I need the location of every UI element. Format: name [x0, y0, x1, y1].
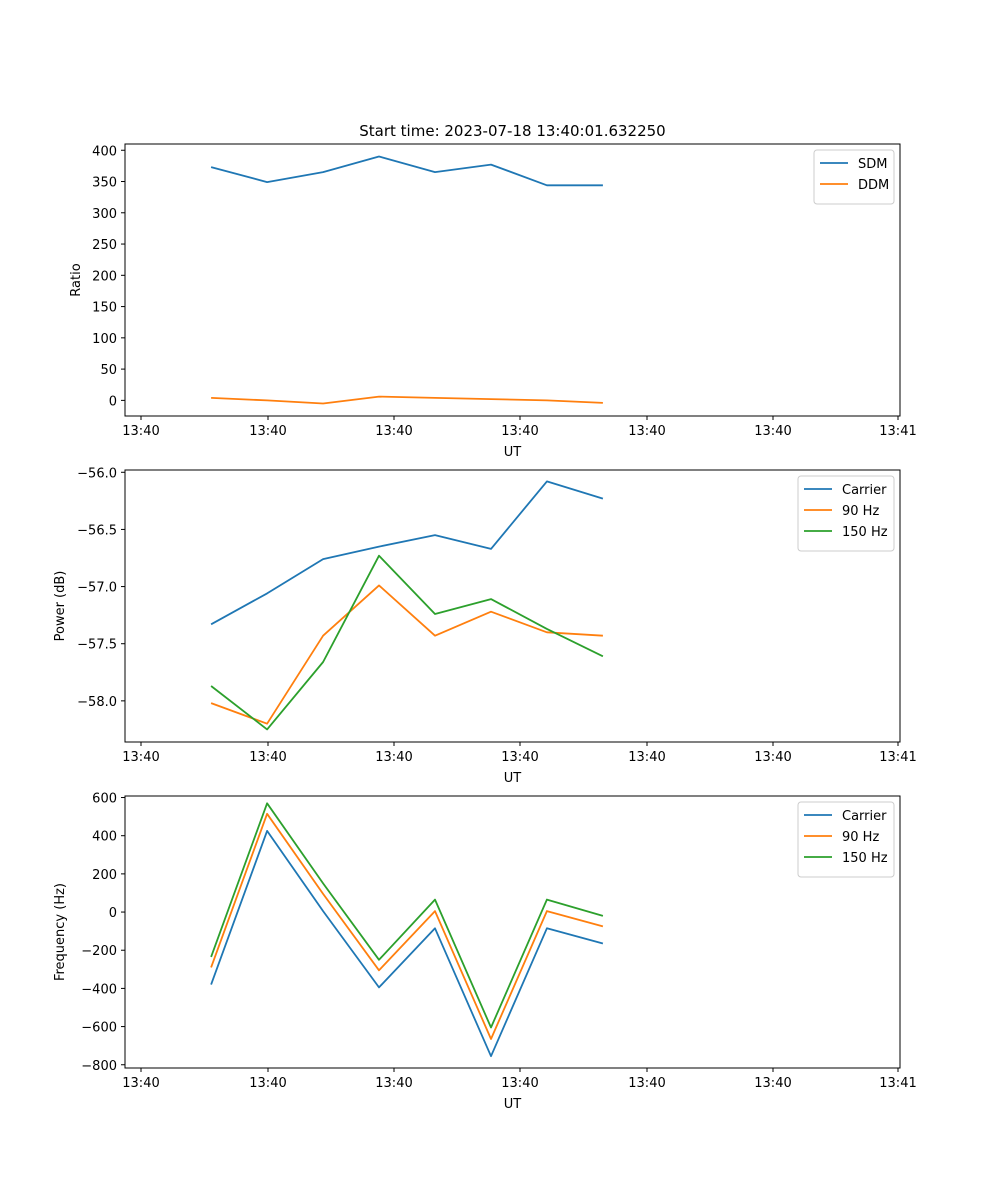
y-tick-label: 400: [92, 144, 117, 159]
x-tick-label: 13:40: [122, 424, 159, 439]
y-tick-label: 0: [109, 394, 117, 409]
panel-ratio: 13:40 13:40 13:40 13:40 13:40 13:40 13:41 UT 0 50…: [69, 143, 917, 460]
x-tick-label: 13:40: [754, 1076, 791, 1091]
y-tick-label: −800: [81, 1059, 117, 1074]
x-tick-label: 13:40: [122, 1076, 159, 1091]
series-line-carrier: [210, 480, 604, 626]
legend-label: 150 Hz: [842, 525, 888, 540]
x-tick-label: 13:40: [628, 1076, 665, 1091]
y-tick-label: −56.0: [77, 466, 117, 481]
y-tick-label: 600: [92, 792, 117, 807]
legend-box: [797, 475, 895, 552]
y-tick-label: 250: [92, 238, 117, 253]
panel-frequency: 13:40 13:40 13:40 13:40 13:40 13:40 13:41 UT −80…: [53, 792, 917, 1112]
x-tick-label: 13:40: [628, 424, 665, 439]
x-tick-label: 13:40: [501, 750, 538, 765]
series-line-150-hz: [210, 554, 604, 731]
series-line-carrier: [210, 830, 604, 1058]
y-axis-label: Ratio: [69, 263, 84, 296]
axes-frame: [124, 469, 901, 743]
legend: Carrier 90 Hz 150 Hz: [797, 475, 895, 552]
x-tick-label: 13:40: [501, 424, 538, 439]
y-axis-label: Power (dB): [53, 571, 68, 642]
y-tick-label: 100: [92, 332, 117, 347]
y-tick-label: 0: [109, 906, 117, 921]
legend-label: Carrier: [842, 809, 887, 824]
y-tick-label: −57.5: [77, 638, 117, 653]
legend: Carrier 90 Hz 150 Hz: [797, 801, 895, 878]
y-tick-label: −200: [81, 944, 117, 959]
legend-label: Carrier: [842, 483, 887, 498]
x-axis-label: UT: [504, 445, 522, 460]
legend-box: [797, 801, 895, 878]
x-tick-label: 13:40: [501, 1076, 538, 1091]
figure-title: Start time: 2023-07-18 13:40:01.632250: [359, 122, 665, 140]
y-tick-label: 150: [92, 301, 117, 316]
y-tick-label: 350: [92, 176, 117, 191]
y-tick-label: 50: [100, 363, 117, 378]
legend: SDM DDM: [813, 149, 895, 205]
panel-power: 13:40 13:40 13:40 13:40 13:40 13:40 13:41 UT −58…: [53, 466, 917, 786]
x-tick-label: 13:40: [249, 424, 286, 439]
x-tick-label: 13:40: [754, 424, 791, 439]
x-tick-label: 13:41: [879, 750, 916, 765]
x-tick-label: 13:40: [375, 1076, 412, 1091]
x-tick-label: 13:41: [879, 1076, 916, 1091]
series-line-150-hz: [210, 802, 604, 1029]
x-tick-label: 13:40: [628, 750, 665, 765]
axes-frame: [124, 143, 901, 417]
y-axis-label: Frequency (Hz): [53, 883, 68, 981]
legend-label: DDM: [858, 178, 889, 193]
y-tick-label: −57.0: [77, 581, 117, 596]
y-tick-label: 200: [92, 868, 117, 883]
y-tick-label: −400: [81, 982, 117, 997]
x-tick-label: 13:40: [249, 1076, 286, 1091]
x-tick-label: 13:40: [375, 424, 412, 439]
x-tick-label: 13:40: [754, 750, 791, 765]
x-tick-label: 13:40: [122, 750, 159, 765]
series-line-ddm: [211, 395, 603, 405]
legend-label: 90 Hz: [842, 830, 879, 845]
series-line-sdm: [210, 155, 603, 187]
x-axis-label: UT: [504, 771, 522, 786]
y-tick-label: 200: [92, 269, 117, 284]
x-axis-label: UT: [504, 1097, 522, 1112]
legend-label: 150 Hz: [842, 851, 888, 866]
x-tick-label: 13:40: [249, 750, 286, 765]
series-line-90-hz: [210, 812, 604, 1040]
x-tick-label: 13:41: [879, 424, 916, 439]
axes-frame: [124, 795, 901, 1069]
y-tick-label: 300: [92, 207, 117, 222]
y-tick-label: −600: [81, 1021, 117, 1036]
legend-label: SDM: [858, 157, 887, 172]
y-tick-label: −56.5: [77, 523, 117, 538]
y-tick-label: 400: [92, 830, 117, 845]
y-tick-label: −58.0: [77, 695, 117, 710]
legend-label: 90 Hz: [842, 504, 879, 519]
x-tick-label: 13:40: [375, 750, 412, 765]
series-line-90-hz: [210, 584, 603, 725]
